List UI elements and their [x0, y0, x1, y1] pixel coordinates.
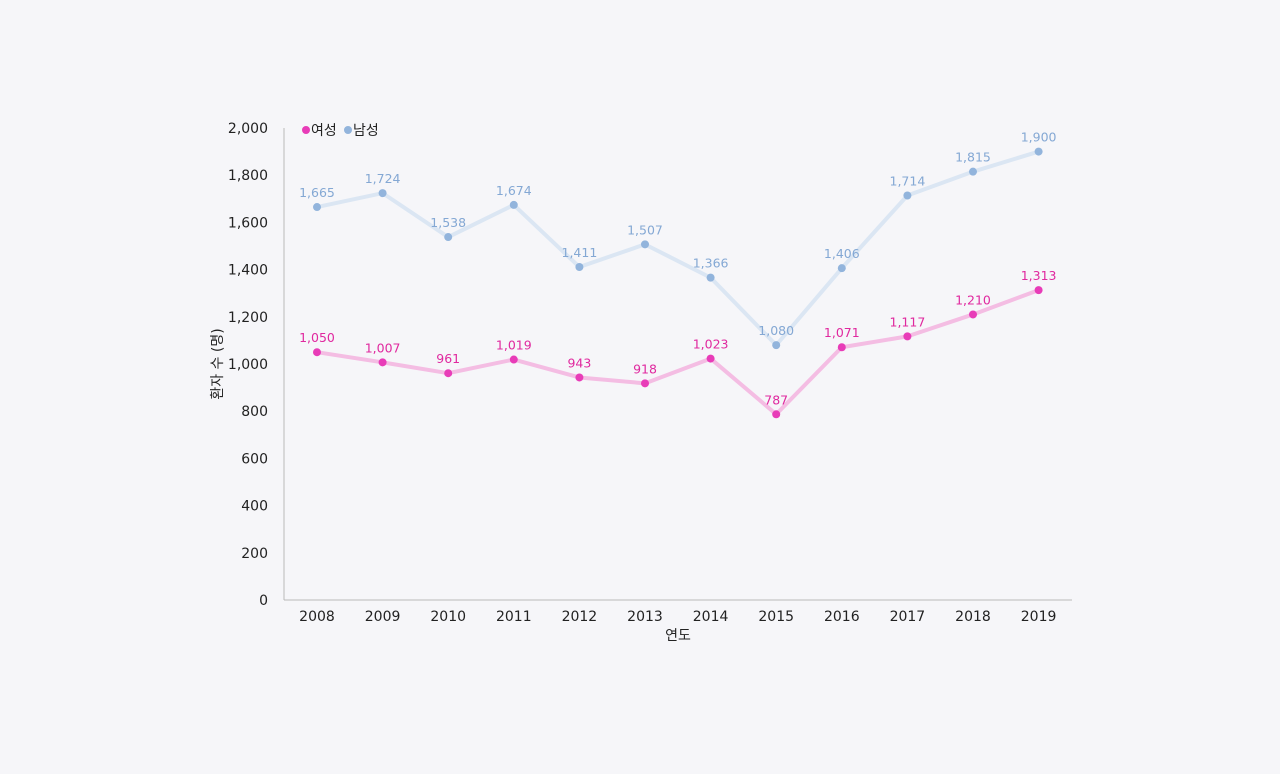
data-label-male: 1,714: [890, 173, 926, 188]
x-tick-label: 2019: [1021, 609, 1057, 625]
data-label-male: 1,411: [562, 245, 598, 260]
data-label-male: 1,815: [955, 150, 991, 165]
y-tick-labels: 0 200 400 600 800 1,000 1,200 1,400 1,600 1,800 2,…: [228, 121, 268, 609]
data-point-female: [772, 410, 781, 419]
series-line-male: [315, 149, 1041, 348]
legend-marker-male: [344, 126, 352, 134]
data-point-female: [1034, 286, 1043, 295]
data-label-male: 1,538: [430, 215, 466, 230]
data-label-female: 943: [567, 355, 591, 370]
data-label-male: 1,724: [365, 171, 401, 186]
data-point-female: [575, 373, 584, 382]
y-tick-label: 600: [241, 451, 268, 467]
x-tick-label: 2018: [955, 609, 991, 625]
data-point-female: [837, 343, 846, 352]
x-tick-label: 2008: [299, 609, 335, 625]
y-axis-title: 환자 수 (명): [210, 328, 226, 399]
x-tick-labels: 2008 2009 2010 2011 2012 2013 2014 2015 2016 2017…: [299, 609, 1056, 625]
data-label-female: 787: [764, 392, 788, 407]
data-point-male: [444, 233, 453, 242]
data-point-male: [641, 240, 649, 249]
series-layer: [313, 147, 1043, 419]
data-point-male: [378, 189, 387, 198]
data-point-male: [313, 203, 321, 212]
data-label-female: 1,050: [299, 330, 335, 345]
data-label-female: 1,117: [890, 314, 926, 329]
y-tick-label: 1,000: [228, 357, 268, 373]
data-point-male: [1034, 147, 1043, 156]
legend-label-female: 여성: [311, 123, 337, 139]
y-tick-label: 1,800: [228, 168, 268, 184]
data-label-male: 1,665: [299, 185, 335, 200]
data-point-female: [969, 310, 977, 319]
data-label-female: 961: [436, 351, 460, 366]
data-point-male: [903, 191, 912, 200]
y-tick-label: 2,000: [228, 121, 268, 137]
data-label-male: 1,366: [693, 256, 729, 271]
x-tick-label: 2010: [430, 609, 466, 625]
legend-label-male: 남성: [353, 123, 379, 139]
legend-marker-female: [302, 126, 310, 134]
x-tick-label: 2014: [693, 609, 729, 625]
data-label-male: 1,406: [824, 246, 860, 261]
data-label-female: 1,210: [955, 292, 991, 307]
data-point-female: [641, 379, 649, 388]
data-label-female: 1,023: [693, 337, 729, 352]
data-label-male: 1,674: [496, 183, 532, 198]
y-tick-label: 0: [259, 593, 268, 609]
y-tick-label: 1,200: [228, 310, 268, 326]
data-label-female: 1,007: [365, 340, 401, 355]
y-tick-label: 200: [241, 546, 268, 562]
x-axis-title: 연도: [665, 628, 691, 644]
data-point-male: [509, 200, 518, 209]
data-point-male: [772, 341, 781, 350]
series-line-female: [315, 288, 1041, 417]
data-label-female: 1,071: [824, 325, 860, 340]
x-tick-label: 2015: [758, 609, 794, 625]
x-tick-label: 2016: [824, 609, 860, 625]
data-point-female: [378, 358, 387, 367]
data-label-female: 1,313: [1021, 268, 1057, 283]
y-tick-label: 1,400: [228, 263, 268, 279]
legend: 여성 남성: [302, 123, 379, 139]
x-tick-label: 2013: [627, 609, 663, 625]
data-label-female: 918: [633, 361, 657, 376]
data-labels-layer: 1,050 1,007 961 1,019 943 918 1,023 787 1,071 1,1…: [299, 130, 1056, 408]
x-tick-label: 2009: [365, 609, 401, 625]
axes: [283, 128, 1072, 601]
data-point-female: [444, 369, 453, 378]
data-point-male: [969, 167, 977, 176]
data-point-female: [313, 348, 321, 357]
data-point-female: [509, 355, 518, 364]
data-label-male: 1,507: [627, 222, 663, 237]
data-label-male: 1,080: [758, 323, 794, 338]
data-point-male: [837, 264, 846, 273]
data-point-female: [903, 332, 912, 341]
y-tick-label: 1,600: [228, 215, 268, 231]
y-tick-label: 400: [241, 499, 268, 515]
x-tick-label: 2012: [562, 609, 598, 625]
x-tick-label: 2011: [496, 609, 532, 625]
y-tick-label: 800: [241, 404, 268, 420]
data-label-female: 1,019: [496, 338, 532, 353]
data-point-female: [706, 354, 715, 363]
data-label-male: 1,900: [1021, 130, 1057, 145]
x-tick-label: 2017: [890, 609, 926, 625]
data-point-male: [575, 263, 584, 272]
data-point-male: [706, 273, 715, 282]
